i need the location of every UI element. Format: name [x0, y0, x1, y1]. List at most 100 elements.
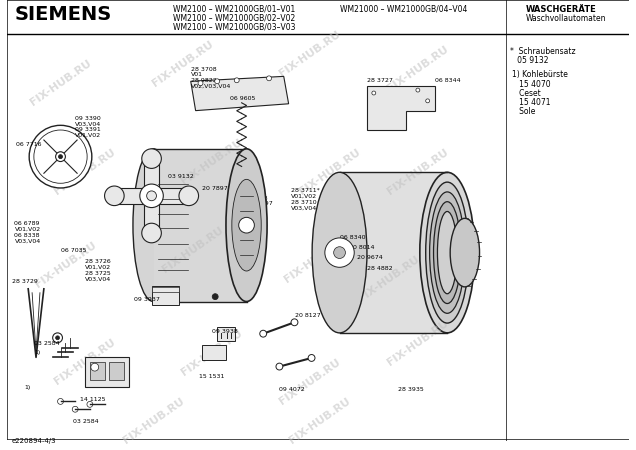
Text: WM2100 – WM21000GB/02–V02: WM2100 – WM21000GB/02–V02: [173, 14, 295, 22]
Circle shape: [55, 336, 60, 340]
Circle shape: [53, 333, 62, 343]
Bar: [151, 286, 179, 306]
Text: 06 6789
V01,V02
06 8338
V03,V04: 06 6789 V01,V02 06 8338 V03,V04: [15, 221, 41, 243]
Text: 06 7716: 06 7716: [17, 142, 42, 147]
Circle shape: [142, 223, 162, 243]
Text: FIX-HUB.RU: FIX-HUB.RU: [287, 396, 352, 446]
Text: 09 3937: 09 3937: [134, 297, 160, 302]
Text: FIX-HUB.RU: FIX-HUB.RU: [160, 225, 225, 274]
Text: Sole: Sole: [512, 107, 536, 116]
Text: 14 1125: 14 1125: [80, 396, 106, 401]
Text: 28 4882: 28 4882: [367, 266, 392, 271]
Circle shape: [276, 363, 283, 370]
Text: FIX-HUB.RU: FIX-HUB.RU: [356, 254, 421, 304]
Text: FIX-HUB.RU: FIX-HUB.RU: [297, 147, 363, 196]
Text: 28 3727: 28 3727: [367, 78, 393, 83]
Bar: [217, 327, 235, 341]
Text: 20 9674: 20 9674: [357, 255, 383, 260]
Text: FIX-HUB.RU: FIX-HUB.RU: [282, 234, 347, 284]
Text: 15 4070: 15 4070: [512, 80, 551, 89]
Circle shape: [212, 294, 218, 300]
Ellipse shape: [226, 149, 267, 302]
Text: WASCHGERÄTE: WASCHGERÄTE: [525, 5, 597, 14]
Text: *  Schraubensatz: * Schraubensatz: [510, 47, 576, 56]
Text: 09 3390
V03,V04
09 3391
V01,V02: 09 3390 V03,V04 09 3391 V01,V02: [75, 116, 101, 138]
Text: FIX-HUB.RU: FIX-HUB.RU: [28, 58, 93, 108]
Ellipse shape: [450, 218, 480, 287]
Circle shape: [29, 125, 92, 188]
Text: 15 1531: 15 1531: [198, 374, 224, 379]
Circle shape: [140, 184, 163, 207]
Text: 28 3726
V01,V02
28 3725
V03,V04: 28 3726 V01,V02 28 3725 V03,V04: [85, 260, 111, 282]
Text: WM2100 – WM21000GB/03–V03: WM2100 – WM21000GB/03–V03: [173, 22, 296, 32]
Text: FIX-HUB.RU: FIX-HUB.RU: [121, 396, 186, 446]
Polygon shape: [340, 172, 447, 333]
Text: WM2100 – WM21000GB/01–V01: WM2100 – WM21000GB/01–V01: [173, 5, 295, 14]
Text: 28 9823: 28 9823: [242, 196, 267, 201]
Ellipse shape: [438, 212, 457, 294]
Text: 1): 1): [24, 385, 31, 390]
Polygon shape: [144, 158, 160, 233]
Polygon shape: [191, 76, 289, 111]
Circle shape: [198, 81, 203, 86]
Text: FIX-HUB.RU: FIX-HUB.RU: [180, 328, 245, 377]
Text: FIX-HUB.RU: FIX-HUB.RU: [151, 39, 216, 89]
Text: 28 3711*
V01,V02
28 3710 *
V03,V04: 28 3711* V01,V02 28 3710 * V03,V04: [291, 188, 321, 211]
Bar: [202, 345, 226, 360]
Bar: [90, 362, 104, 380]
Bar: [85, 357, 129, 387]
Circle shape: [266, 76, 272, 81]
Text: FIX-HUB.RU: FIX-HUB.RU: [385, 44, 450, 93]
Text: 06 7297: 06 7297: [247, 201, 272, 206]
Text: 28 3708
V01
28 9822
V02,V03,V04: 28 3708 V01 28 9822 V02,V03,V04: [191, 67, 231, 89]
Circle shape: [58, 399, 64, 405]
Circle shape: [147, 191, 156, 201]
Polygon shape: [114, 188, 189, 204]
Text: FIX-HUB.RU: FIX-HUB.RU: [278, 357, 343, 407]
Text: 06 9605: 06 9605: [230, 96, 255, 101]
Circle shape: [291, 319, 298, 326]
Text: 1): 1): [34, 350, 40, 355]
Ellipse shape: [429, 192, 465, 313]
Circle shape: [372, 91, 376, 95]
Text: FIX-HUB.RU: FIX-HUB.RU: [385, 318, 450, 368]
Bar: [151, 287, 179, 292]
Circle shape: [215, 79, 219, 84]
Text: 06 8344: 06 8344: [436, 78, 461, 83]
Circle shape: [425, 99, 429, 103]
Text: 09 3938: 09 3938: [212, 329, 238, 334]
Circle shape: [73, 406, 78, 412]
Text: 05 9132: 05 9132: [510, 56, 548, 65]
Circle shape: [142, 149, 162, 168]
Polygon shape: [153, 149, 247, 302]
Text: 28 3729: 28 3729: [11, 279, 38, 284]
Text: 1) Kohlebürste: 1) Kohlebürste: [512, 71, 568, 80]
Text: FIX-HUB.RU: FIX-HUB.RU: [278, 29, 343, 79]
Text: 20 8014: 20 8014: [349, 245, 375, 250]
Circle shape: [325, 238, 354, 267]
Text: FIX-HUB.RU: FIX-HUB.RU: [385, 147, 450, 196]
Circle shape: [234, 78, 239, 83]
Text: FIX-HUB.RU: FIX-HUB.RU: [53, 338, 118, 387]
Ellipse shape: [133, 149, 174, 302]
Text: 06 8340: 06 8340: [340, 235, 365, 240]
Text: FIX-HUB.RU: FIX-HUB.RU: [53, 147, 118, 196]
Polygon shape: [367, 86, 436, 130]
Ellipse shape: [434, 202, 461, 303]
Text: FIX-HUB.RU: FIX-HUB.RU: [180, 137, 245, 186]
Text: FIX-HUB.RU: FIX-HUB.RU: [33, 239, 98, 289]
Bar: [109, 362, 124, 380]
Text: 20 8127: 20 8127: [296, 313, 321, 318]
Circle shape: [416, 88, 420, 92]
Circle shape: [87, 401, 93, 407]
Ellipse shape: [232, 180, 261, 271]
Circle shape: [104, 186, 124, 206]
Text: 06 7035: 06 7035: [60, 248, 86, 253]
Circle shape: [259, 330, 266, 337]
Text: 03 2584: 03 2584: [34, 341, 60, 346]
Text: 03 2584: 03 2584: [73, 419, 99, 424]
Text: SIEMENS: SIEMENS: [15, 5, 112, 24]
Text: 15 4071: 15 4071: [512, 98, 550, 107]
Text: 20 7897: 20 7897: [202, 186, 228, 191]
Text: Waschvollautomaten: Waschvollautomaten: [525, 14, 606, 22]
